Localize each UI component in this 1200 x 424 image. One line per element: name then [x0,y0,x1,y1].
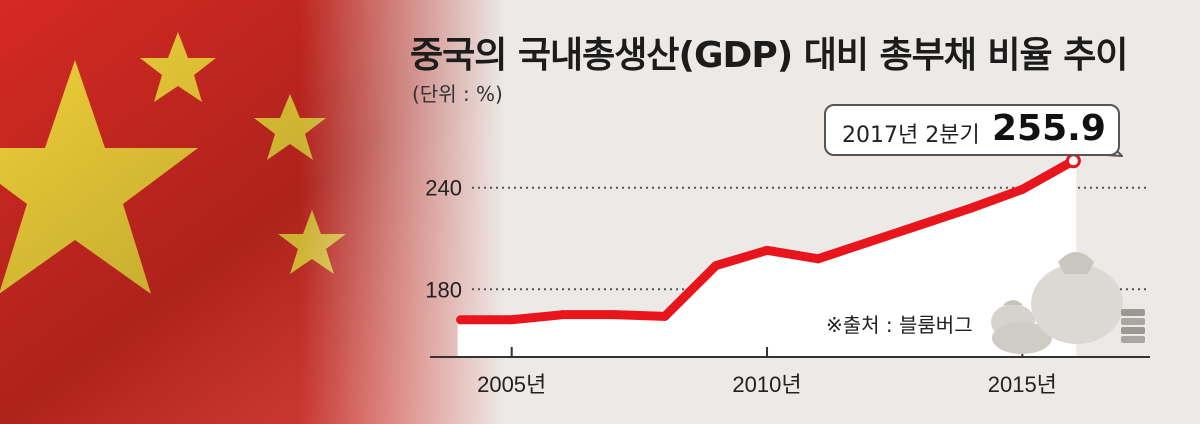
data-points [456,156,1078,325]
data-point [813,254,823,264]
x-tick-label: 2010년 [732,372,801,397]
data-point [762,245,772,255]
latest-value-callout: 2017년 2분기 255.9 [824,104,1120,156]
data-point [558,310,568,320]
x-tick-label: 2015년 [988,372,1057,397]
data-point [1017,184,1027,194]
money-bags-illustration [991,252,1145,354]
callout-value: 255.9 [992,108,1106,149]
data-point [864,237,874,247]
y-tick-labels: 180 240 [425,176,462,303]
unit-label: (단위 : %) [412,82,503,106]
x-tick-labels: 2005년 2010년 2015년 [477,372,1057,397]
data-point [660,311,670,321]
data-point [507,315,517,325]
x-tick-label: 2005년 [477,372,546,397]
last-point-marker [1065,153,1081,169]
chart-title: 중국의 국내총생산(GDP) 대비 총부채 비율 추이 [410,35,1128,76]
data-point [966,203,976,213]
data-point [711,261,721,271]
data-point [915,220,925,230]
y-tick-label: 180 [425,277,462,302]
data-point [456,315,466,325]
y-tick-label: 240 [425,176,462,201]
source-note: ※출처 : 블룸버그 [826,313,973,337]
callout-label: 2017년 2분기 [842,123,980,148]
plot-background [457,160,1077,357]
data-point [609,310,619,320]
